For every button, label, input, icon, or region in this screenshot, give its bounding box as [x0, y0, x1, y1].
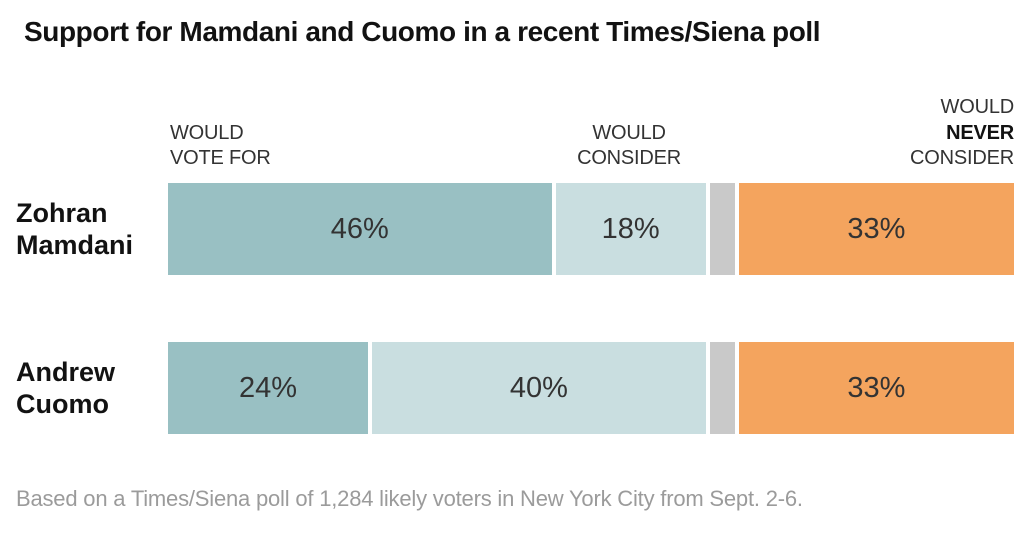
- row-label-line: Cuomo: [16, 389, 109, 419]
- header-line: WOULD: [940, 96, 1015, 119]
- segment-value-label: 46%: [330, 212, 389, 245]
- row-label-line: Andrew: [16, 356, 116, 387]
- row-label-cuomo: Andrew Cuomo: [16, 342, 164, 434]
- segment-value-label: 40%: [509, 371, 568, 404]
- segment-value-label: 18%: [601, 212, 660, 245]
- header-line: CONSIDER: [577, 147, 682, 170]
- segment-mamdani-vote-for: 46%: [168, 183, 552, 275]
- header-line-never: NEVER: [946, 121, 1014, 144]
- header-would-consider: WOULD CONSIDER: [577, 121, 681, 172]
- header-line: WOULD: [592, 121, 666, 144]
- header-line: WOULD: [170, 121, 244, 144]
- segment-mamdani-never-consider: 33%: [738, 183, 1014, 275]
- header-line: VOTE FOR: [170, 147, 271, 170]
- segment-value-label: 33%: [847, 371, 906, 404]
- column-headers: WOULD VOTE FOR WOULD CONSIDER WOULD NEVE…: [168, 0, 1014, 172]
- header-would-never-consider: WOULD NEVER CONSIDER: [910, 95, 1014, 172]
- row-label-line: Zohran: [16, 197, 108, 228]
- segment-cuomo-never-consider: 33%: [738, 342, 1014, 434]
- segment-cuomo-consider: 40%: [372, 342, 706, 434]
- segment-mamdani-unlabeled: [709, 183, 735, 275]
- header-line: CONSIDER: [910, 147, 1014, 170]
- bar-cuomo: 24% 40% 33%: [168, 342, 1014, 434]
- header-would-vote-for: WOULD VOTE FOR: [170, 121, 271, 172]
- row-label-line: Mamdani: [16, 230, 134, 260]
- segment-cuomo-vote-for: 24%: [168, 342, 369, 434]
- bar-mamdani: 46% 18% 33%: [168, 183, 1014, 275]
- segment-mamdani-consider: 18%: [555, 183, 706, 275]
- segment-cuomo-unlabeled: [709, 342, 735, 434]
- chart-title: Support for Mamdani and Cuomo in a recen…: [24, 16, 821, 47]
- segment-value-label: 33%: [847, 212, 906, 245]
- segment-value-label: 24%: [239, 371, 298, 404]
- chart-footnote: Based on a Times/Siena poll of 1,284 lik…: [16, 486, 803, 511]
- row-label-mamdani: Zohran Mamdani: [16, 183, 164, 275]
